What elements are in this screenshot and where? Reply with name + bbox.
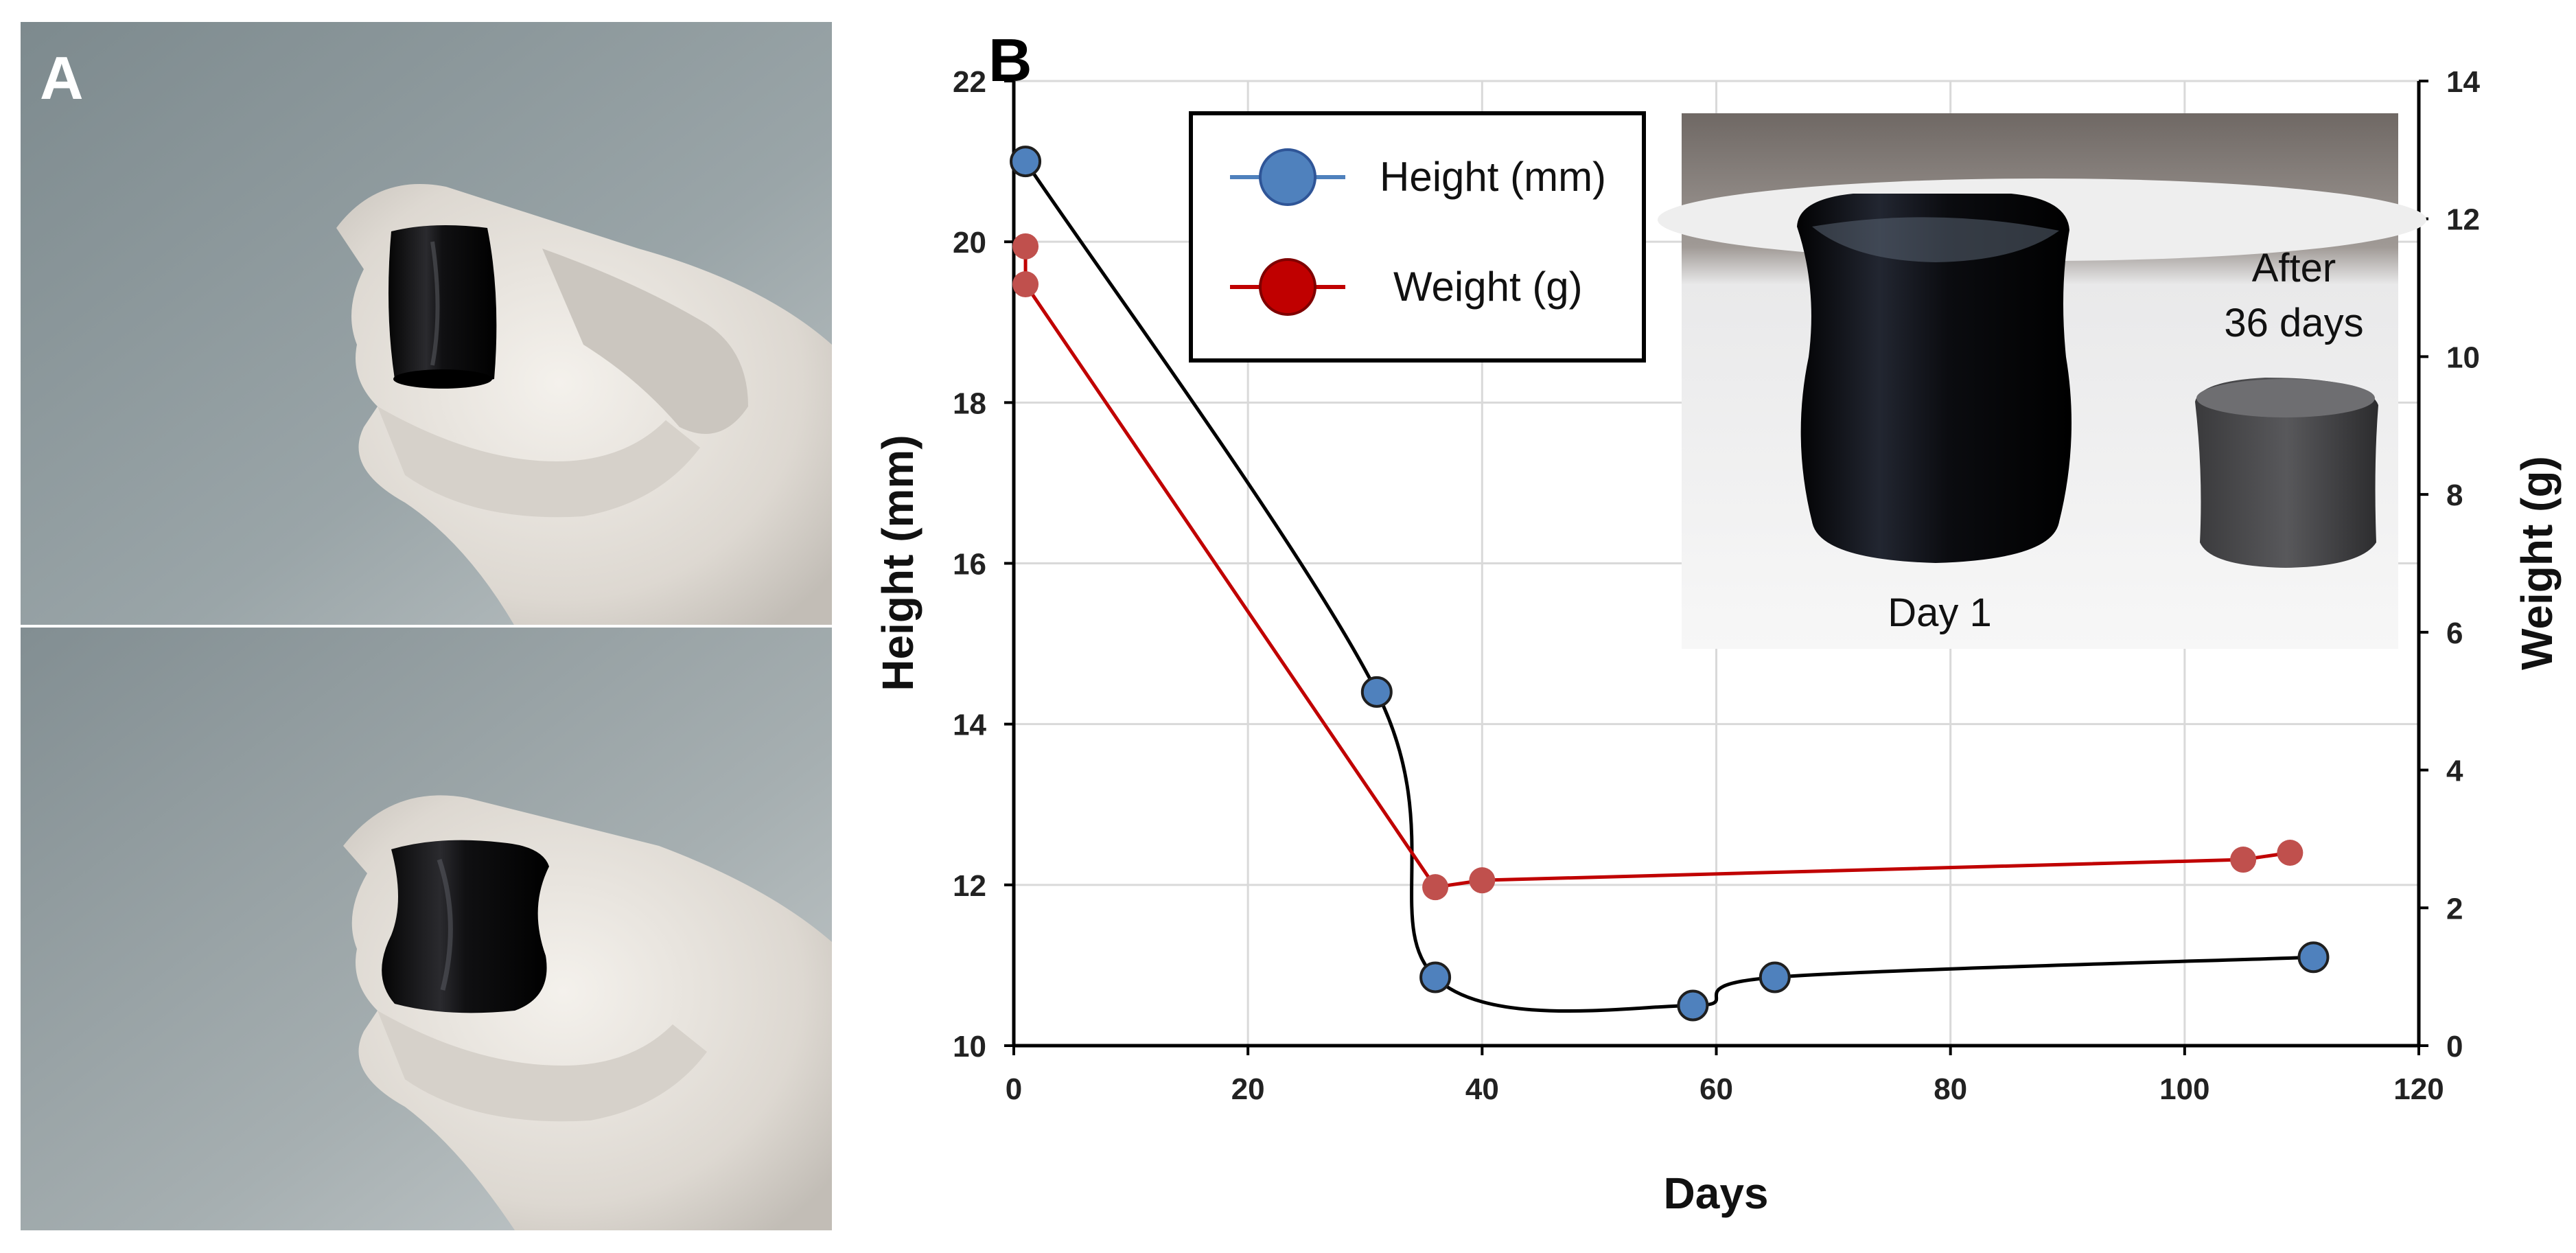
y2-tick-label: 2 [2446,892,2463,926]
inset-label-after: After [2252,246,2336,290]
axis-ticks: 0 20 40 60 80 100 120 10 12 14 16 18 20 22 0 2 4 6 8 10 12 14 [953,65,2480,1106]
x-tick-label: 80 [1934,1072,1967,1106]
y-axis-title: Height (mm) [873,435,923,691]
data-point-height [1677,989,1709,1022]
y2-tick-label: 6 [2446,617,2463,650]
panel-a-photo-svg: A [21,22,832,1230]
y-tick-label: 18 [953,387,986,420]
x-tick-label: 20 [1231,1072,1265,1106]
data-point-weight [2277,840,2304,866]
x-tick-label: 0 [1006,1072,1022,1106]
day36-sample [2195,378,2378,568]
inset-label-36-days: 36 days [2224,301,2363,345]
y2-tick-label: 12 [2446,203,2480,237]
data-point-weight [1469,867,1496,894]
y2-tick-label: 0 [2446,1030,2463,1064]
data-point-height [1759,961,1791,993]
photo-bottom [21,626,832,1230]
inset-photo: Day 1 After 36 days [1658,113,2426,649]
legend-height-marker [1259,148,1316,206]
legend: Height (mm) Weight (g) [1189,111,1646,363]
panel-a-label: A [40,44,84,112]
panel-a-photos: A [21,22,832,1230]
data-series [1010,146,2330,1022]
y-tick-label: 20 [953,226,986,260]
x-tick-label: 100 [2159,1072,2209,1106]
legend-weight-label: Weight (g) [1393,264,1583,310]
data-point-height [1419,961,1452,993]
data-point-weight [1012,233,1039,260]
y2-tick-label: 8 [2446,479,2463,512]
day1-sample [1797,194,2072,563]
photo-top [21,22,832,626]
y2-tick-label: 10 [2446,341,2480,374]
data-point-height [2297,941,2330,974]
y2-axis-title: Weight (g) [2512,456,2562,670]
inset-label-day1: Day 1 [1888,590,1992,635]
data-point-height [1360,676,1393,708]
y-tick-label: 22 [953,65,986,99]
series-line-height [1023,160,2314,1013]
panel-b-label: B [988,26,1032,94]
y2-tick-label: 14 [2446,65,2480,99]
y-tick-label: 14 [953,709,986,742]
x-tick-label: 60 [1699,1072,1733,1106]
data-point-weight [2230,847,2257,873]
y-tick-label: 16 [953,548,986,582]
x-axis-title: Days [1664,1169,1769,1218]
y2-tick-label: 4 [2446,755,2463,788]
y-tick-label: 12 [953,869,986,903]
y-tick-label: 10 [953,1030,986,1064]
data-point-weight [1012,271,1039,298]
legend-weight-marker [1259,258,1316,316]
data-point-height [1010,146,1042,178]
x-tick-label: 40 [1465,1072,1499,1106]
legend-height-label: Height (mm) [1380,154,1606,200]
data-point-weight [1422,874,1449,901]
x-tick-label: 120 [2393,1072,2444,1106]
